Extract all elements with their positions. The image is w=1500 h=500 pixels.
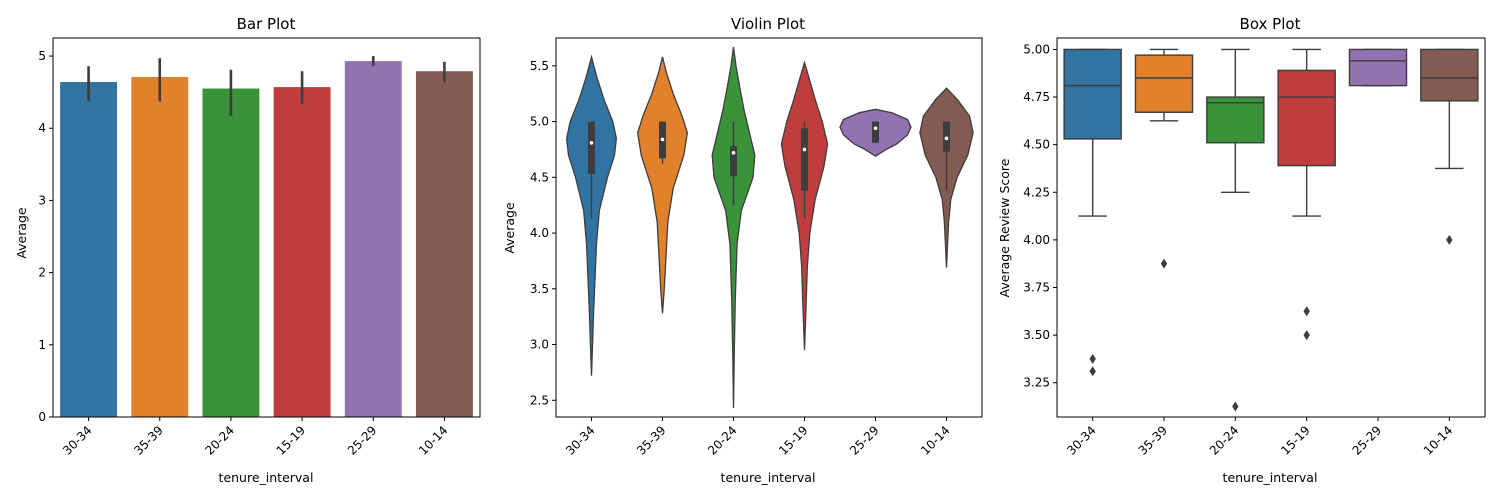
plot-area-1: 0 1 2 3 4 5 30-34 35-39 20-24 15-19 25-29 10-14 (38, 37, 481, 458)
violin-iqr-box (588, 121, 595, 174)
violin-median-dot (660, 137, 665, 142)
outlier-marker (1446, 234, 1453, 245)
x-tick-label: 35-39 (634, 423, 669, 458)
axes-frame (52, 37, 481, 418)
x-tick-label: 20-24 (705, 423, 740, 458)
plot-area-2: 2.5 3.0 3.5 4.0 4.5 5.0 5.5 30-34 35-39 20-24 15-1… (530, 37, 983, 458)
violin-median-dot (944, 136, 949, 141)
violin-35-39 (636, 56, 689, 314)
y-tick-label: 3.25 (1023, 376, 1050, 390)
bar-30-34 (60, 82, 118, 417)
box-35-39 (1134, 54, 1194, 113)
violin-plot-xlabel: tenure_interval (721, 470, 816, 485)
y-tick-label: 4.5 (530, 170, 549, 184)
outlier-marker (1089, 353, 1096, 364)
y-tick-label: 4.50 (1023, 138, 1050, 152)
y-tick-label: 4.0 (530, 226, 549, 240)
box-15-19 (1277, 69, 1336, 167)
x-tick-label: 10-14 (1421, 423, 1456, 458)
axes-frame (555, 37, 983, 418)
box-10-14 (1420, 48, 1479, 102)
outlier-marker (1160, 258, 1168, 269)
y-tick-label: 3.75 (1023, 280, 1050, 294)
bar-plot-panel: Bar Plot tenure_interval Average (14, 15, 313, 485)
bar-20-24 (202, 88, 260, 418)
outlier-marker (1089, 366, 1096, 377)
box-25-29 (1348, 48, 1408, 87)
y-tick-label: 3.0 (530, 338, 549, 352)
y-tick-label: 2.5 (530, 393, 549, 407)
bar-plot-title: Bar Plot (237, 15, 296, 33)
violin-plot-ylabel: Average (502, 202, 517, 254)
box-plot-ylabel: Average Review Score (997, 158, 1012, 297)
y-tick-label: 5.00 (1023, 42, 1050, 56)
y-tick-label: 3.5 (530, 282, 549, 296)
violin-iqr-box (730, 146, 737, 177)
bar-plot-ylabel: Average (14, 207, 29, 259)
axes-frame (1056, 37, 1486, 418)
plot-area-3: 3.25 3.50 3.75 4.00 4.25 4.50 4.75 5.00 30-34 35-… (1023, 37, 1486, 458)
y-tick-label: 3 (38, 193, 46, 207)
y-tick-label: 4.25 (1023, 185, 1050, 199)
x-tick-label: 10-14 (416, 423, 451, 458)
outlier-marker (1303, 306, 1310, 317)
box-30-34 (1063, 48, 1122, 140)
y-tick-label: 1 (38, 338, 46, 352)
x-tick-label: 10-14 (918, 423, 953, 458)
y-tick-label: 0 (38, 410, 46, 424)
violin-20-24 (711, 46, 756, 409)
bar-15-19 (273, 87, 331, 417)
y-tick-label: 2 (38, 266, 46, 280)
bar-plot-xlabel: tenure_interval (219, 470, 314, 485)
y-tick-label: 4 (38, 121, 46, 135)
y-tick-label: 5.0 (530, 115, 549, 129)
bar-10-14 (415, 71, 473, 418)
x-tick-label: 15-19 (274, 423, 309, 458)
x-tick-label: 15-19 (1278, 423, 1313, 458)
x-tick-label: 20-24 (1207, 423, 1242, 458)
y-tick-label: 5.5 (530, 59, 549, 73)
y-tick-label: 3.50 (1023, 328, 1050, 342)
violin-iqr-box (872, 121, 879, 143)
box-plot-xlabel: tenure_interval (1223, 470, 1318, 485)
x-tick-label: 30-34 (1064, 423, 1099, 458)
violin-median-dot (731, 151, 736, 155)
x-tick-label: 20-24 (202, 423, 237, 458)
x-tick-label: 15-19 (776, 423, 811, 458)
bar-35-39 (131, 76, 189, 418)
box-plot-title: Box Plot (1240, 15, 1301, 33)
x-tick-label: 30-34 (563, 423, 598, 458)
box-20-24 (1206, 96, 1265, 144)
violin-plot-title: Violin Plot (731, 15, 805, 33)
x-tick-label: 25-29 (1350, 423, 1385, 458)
box-plot-panel: Box Plot tenure_interval Average Review … (997, 15, 1317, 485)
violin-median-dot (802, 147, 807, 152)
x-tick-label: 25-29 (847, 423, 882, 458)
violin-median-dot (873, 126, 878, 131)
x-tick-label: 35-39 (1136, 423, 1171, 458)
y-tick-label: 5 (38, 49, 46, 63)
violin-iqr-box (801, 128, 808, 191)
x-tick-label: 25-29 (345, 423, 380, 458)
y-tick-label: 4.00 (1023, 233, 1050, 247)
violin-median-dot (589, 140, 594, 145)
outlier-marker (1303, 330, 1310, 341)
violin-plot-panel: Violin Plot tenure_interval Average (502, 15, 815, 485)
x-tick-label: 35-39 (131, 423, 166, 458)
y-tick-label: 4.75 (1023, 90, 1050, 104)
x-tick-label: 30-34 (60, 423, 95, 458)
bar-25-29 (344, 61, 402, 417)
outlier-marker (1232, 401, 1239, 412)
